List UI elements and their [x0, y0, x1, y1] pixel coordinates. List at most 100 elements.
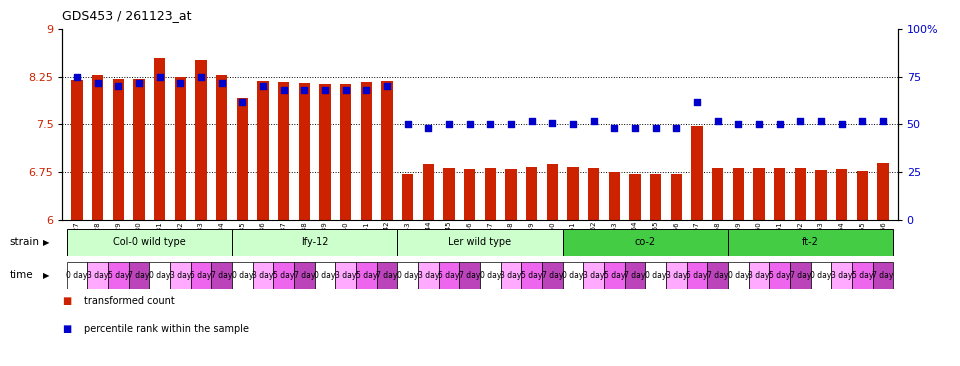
Bar — [252, 262, 274, 289]
Bar — [315, 262, 335, 289]
Bar — [232, 262, 252, 289]
Bar — [397, 229, 563, 256]
Point — [731, 122, 746, 127]
Bar — [71, 80, 83, 220]
Bar — [92, 75, 104, 220]
Bar — [418, 262, 439, 289]
Point — [586, 118, 601, 124]
Text: 3 day: 3 day — [418, 271, 439, 280]
Text: 3 day: 3 day — [252, 271, 274, 280]
Text: 5 day: 5 day — [108, 271, 129, 280]
Point — [483, 122, 498, 127]
Bar — [732, 168, 744, 220]
Bar — [546, 164, 558, 220]
Bar — [501, 262, 521, 289]
Point — [110, 83, 126, 89]
Point — [420, 125, 436, 131]
Text: 0 day: 0 day — [645, 271, 666, 280]
Bar — [340, 84, 351, 220]
Bar — [112, 79, 124, 220]
Bar — [376, 262, 397, 289]
Bar — [873, 262, 894, 289]
Bar — [686, 262, 708, 289]
Bar — [769, 262, 790, 289]
Text: Col-0 wild type: Col-0 wild type — [113, 238, 185, 247]
Bar — [195, 60, 206, 220]
Text: ■: ■ — [62, 324, 72, 334]
Point — [710, 118, 726, 124]
Text: 7 day: 7 day — [624, 271, 646, 280]
Text: 0 day: 0 day — [66, 271, 87, 280]
Bar — [650, 174, 661, 220]
Text: 0 day: 0 day — [810, 271, 831, 280]
Bar — [815, 170, 827, 220]
Bar — [464, 169, 475, 220]
Text: 0 day: 0 day — [728, 271, 749, 280]
Text: 7 day: 7 day — [790, 271, 811, 280]
Point — [90, 80, 106, 86]
Bar — [526, 167, 538, 220]
Bar — [521, 262, 542, 289]
Bar — [666, 262, 686, 289]
Bar — [257, 81, 269, 220]
Text: ft-2: ft-2 — [803, 238, 819, 247]
Text: 5 day: 5 day — [190, 271, 211, 280]
Bar — [542, 262, 563, 289]
Bar — [708, 262, 728, 289]
Bar — [274, 262, 294, 289]
Bar — [211, 262, 232, 289]
Point — [234, 99, 250, 105]
Bar — [191, 262, 211, 289]
Bar — [356, 262, 376, 289]
Bar — [790, 262, 811, 289]
Text: 7 day: 7 day — [129, 271, 150, 280]
Text: ▶: ▶ — [43, 238, 50, 247]
Text: 7 day: 7 day — [211, 271, 232, 280]
Bar — [671, 174, 683, 220]
Bar — [728, 262, 749, 289]
Point — [876, 118, 891, 124]
Point — [793, 118, 808, 124]
Bar — [852, 262, 873, 289]
Text: 0 day: 0 day — [149, 271, 170, 280]
Bar — [567, 167, 579, 220]
Text: lfy-12: lfy-12 — [300, 238, 328, 247]
Bar — [609, 172, 620, 220]
Text: 7 day: 7 day — [294, 271, 315, 280]
Point — [854, 118, 870, 124]
Text: ■: ■ — [62, 296, 72, 306]
Bar — [584, 262, 604, 289]
Point — [214, 80, 229, 86]
Bar — [774, 168, 785, 220]
Text: co-2: co-2 — [635, 238, 656, 247]
Text: time: time — [10, 270, 34, 280]
Bar — [625, 262, 645, 289]
Text: 5 day: 5 day — [439, 271, 460, 280]
Text: 3 day: 3 day — [749, 271, 770, 280]
Point — [442, 122, 457, 127]
Bar — [66, 262, 87, 289]
Text: 3 day: 3 day — [831, 271, 852, 280]
Bar — [87, 262, 108, 289]
Point — [813, 118, 828, 124]
Text: strain: strain — [10, 238, 39, 247]
Point — [669, 125, 684, 131]
Text: ▶: ▶ — [43, 271, 50, 280]
Text: 7 day: 7 day — [541, 271, 564, 280]
Text: 5 day: 5 day — [686, 271, 708, 280]
Bar — [836, 169, 848, 220]
Point — [255, 83, 271, 89]
Point — [359, 87, 374, 93]
Point — [544, 120, 560, 126]
Text: 5 day: 5 day — [604, 271, 625, 280]
Bar — [480, 262, 501, 289]
Point — [524, 118, 540, 124]
Bar — [335, 262, 356, 289]
Text: 0 day: 0 day — [396, 271, 419, 280]
Text: 7 day: 7 day — [376, 271, 397, 280]
Point — [772, 122, 787, 127]
Bar — [108, 262, 129, 289]
Point — [297, 87, 312, 93]
Bar — [485, 168, 496, 220]
Text: Ler wild type: Ler wild type — [448, 238, 512, 247]
